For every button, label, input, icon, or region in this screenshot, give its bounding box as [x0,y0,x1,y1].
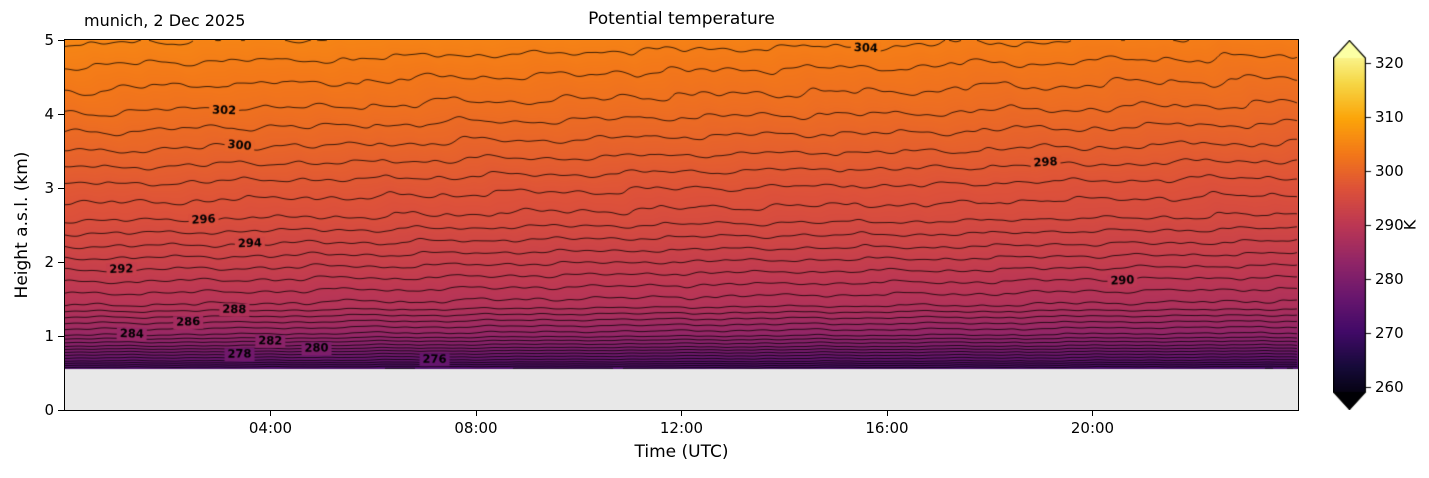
x-tick-mark [681,411,682,416]
y-tick-mark [58,187,64,189]
y-tick-label: 0 [44,401,54,419]
colorbar-tick-label: 280 [1375,269,1404,288]
y-tick-mark [58,335,64,337]
y-tick-mark [58,39,64,41]
colorbar-tick-label: 260 [1375,377,1404,396]
y-tick-label: 3 [44,179,54,197]
x-tick-label: 08:00 [454,419,498,437]
y-tick-mark [58,261,64,263]
x-tick-mark [886,411,888,416]
y-tick-label: 2 [44,253,54,271]
y-tick-label: 4 [44,105,54,123]
y-tick-label: 5 [44,31,54,49]
x-tick-mark [270,411,271,416]
x-axis-label: Time (UTC) [634,442,729,462]
y-tick-mark [58,409,64,411]
contour-plot-canvas [64,39,1299,411]
colorbar-tick-label: 320 [1375,54,1404,73]
x-tick-mark [1092,411,1093,416]
colorbar-tick-label: 310 [1375,108,1404,127]
x-tick-label: 20:00 [1070,419,1115,437]
x-tick-mark [475,411,477,416]
station-date-label: munich, 2 Dec 2025 [84,11,246,30]
colorbar-tick-label: 290 [1375,216,1404,234]
colorbar-tick-label: 270 [1375,323,1404,342]
x-tick-label: 16:00 [865,419,909,437]
colorbar-tick-label: 300 [1375,162,1404,181]
y-tick-mark [58,113,64,115]
colorbar-canvas [1333,40,1373,410]
x-tick-label: 12:00 [659,419,704,437]
y-tick-label: 1 [44,327,54,345]
chart-title: Potential temperature [588,9,775,29]
x-tick-label: 04:00 [248,419,293,437]
y-axis-label: Height a.s.l. (km) [12,151,32,299]
